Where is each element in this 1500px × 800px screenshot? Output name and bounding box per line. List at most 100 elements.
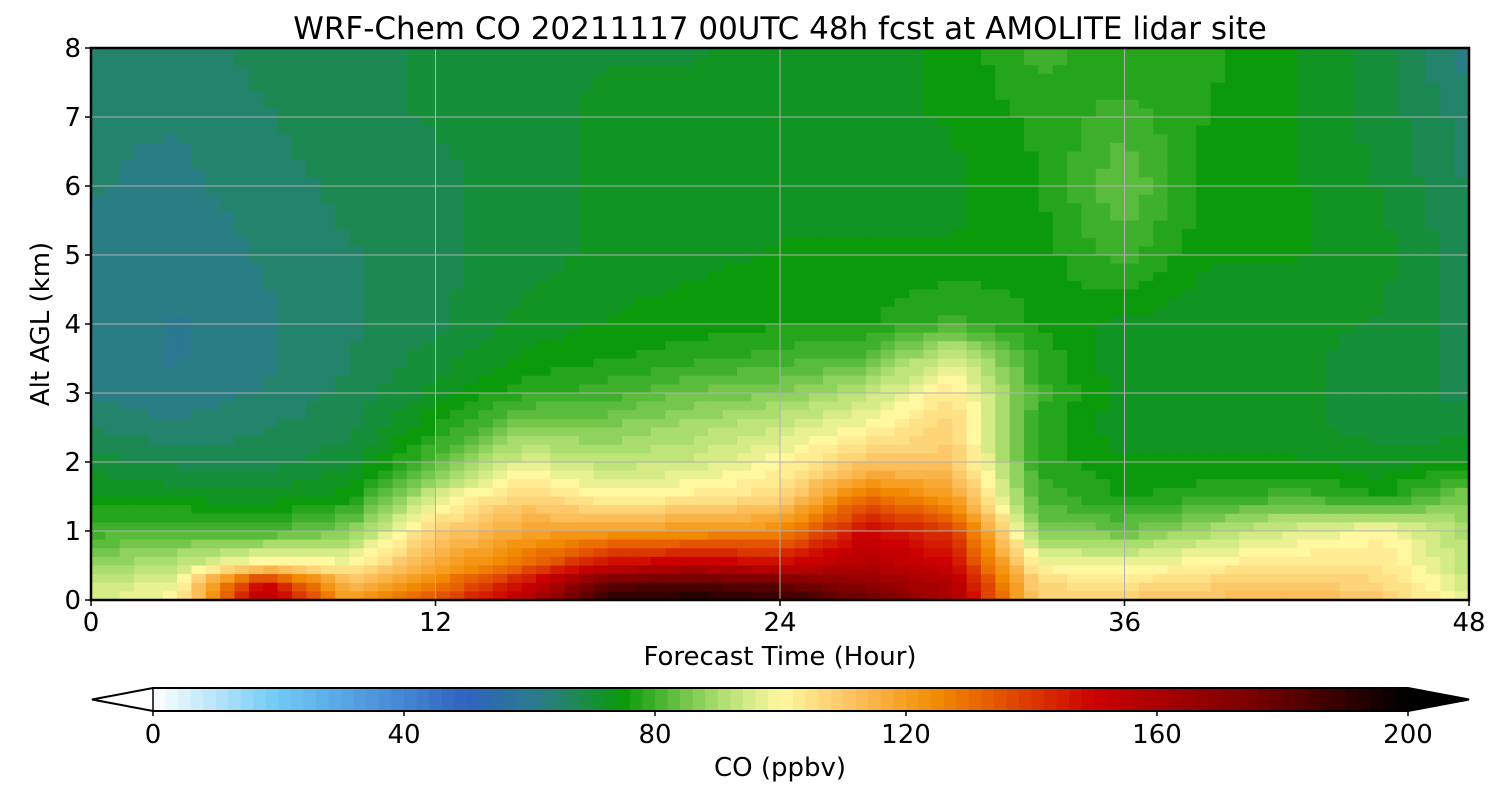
- heatmap-cell: [1024, 186, 1039, 196]
- heatmap-cell: [478, 125, 494, 135]
- heatmap-cell: [320, 341, 336, 351]
- heatmap-cell: [421, 194, 437, 204]
- heatmap-cell: [119, 125, 135, 135]
- heatmap-cell: [966, 324, 982, 334]
- heatmap-cell: [148, 48, 164, 58]
- heatmap-cell: [1311, 73, 1327, 84]
- heatmap-cell: [866, 462, 882, 472]
- heatmap-cell: [894, 453, 910, 463]
- heatmap-cell: [823, 280, 839, 291]
- heatmap-cell: [1440, 117, 1456, 127]
- heatmap-cell: [995, 48, 1011, 58]
- heatmap-cell: [665, 263, 681, 273]
- heatmap-cell: [91, 393, 106, 403]
- heatmap-cell: [1081, 177, 1097, 187]
- heatmap-cell: [449, 453, 465, 463]
- heatmap-cell: [335, 73, 350, 84]
- heatmap-cell: [1167, 246, 1183, 256]
- heatmap-cell: [550, 315, 566, 325]
- heatmap-cell: [1167, 332, 1183, 342]
- heatmap-cell: [1368, 186, 1384, 196]
- heatmap-cell: [320, 453, 336, 463]
- heatmap-cell: [1311, 462, 1327, 472]
- heatmap-cell: [937, 117, 953, 127]
- heatmap-cell: [119, 91, 135, 101]
- heatmap-cell: [1411, 280, 1427, 291]
- heatmap-cell: [277, 151, 293, 161]
- heatmap-cell: [1325, 117, 1341, 127]
- heatmap-cell: [378, 315, 394, 325]
- heatmap-cell: [751, 151, 767, 161]
- heatmap-cell: [464, 186, 480, 196]
- heatmap-cell: [622, 280, 638, 291]
- heatmap-cell: [765, 479, 781, 489]
- heatmap-cell: [449, 332, 465, 342]
- heatmap-cell: [1110, 82, 1126, 92]
- heatmap-cell: [823, 479, 839, 489]
- heatmap-cell: [722, 280, 738, 291]
- heatmap-cell: [894, 134, 910, 144]
- heatmap-cell: [1397, 108, 1413, 118]
- heatmap-cell: [636, 168, 652, 178]
- heatmap-cell: [406, 108, 422, 118]
- heatmap-cell: [105, 401, 121, 411]
- heatmap-cell: [492, 410, 508, 420]
- heatmap-cell: [952, 73, 968, 84]
- heatmap-cell: [837, 393, 853, 403]
- heatmap-cell: [220, 367, 236, 377]
- heatmap-cell: [1196, 324, 1212, 334]
- heatmap-cell: [636, 48, 652, 58]
- heatmap-cell: [191, 142, 207, 153]
- heatmap-cell: [349, 401, 365, 411]
- heatmap-cell: [564, 470, 580, 480]
- heatmap-cell: [1425, 367, 1441, 377]
- heatmap-cell: [909, 186, 925, 196]
- heatmap-cell: [1110, 375, 1126, 385]
- heatmap-cell: [1210, 160, 1226, 170]
- heatmap-cell: [378, 151, 394, 161]
- heatmap-cell: [105, 444, 121, 454]
- heatmap-cell: [478, 315, 494, 325]
- heatmap-cell: [1052, 298, 1068, 308]
- heatmap-cell: [650, 332, 666, 342]
- heatmap-cell: [607, 306, 623, 316]
- heatmap-cell: [1268, 99, 1283, 109]
- heatmap-cell: [736, 418, 752, 429]
- heatmap-cell: [1253, 384, 1269, 394]
- heatmap-cell: [722, 65, 738, 75]
- heatmap-cell: [91, 108, 106, 118]
- heatmap-cell: [952, 125, 968, 135]
- heatmap-cell: [823, 358, 839, 368]
- heatmap-cell: [1411, 410, 1427, 420]
- heatmap-cell: [449, 375, 465, 385]
- heatmap-cell: [837, 211, 853, 222]
- heatmap-cell: [263, 453, 279, 463]
- heatmap-cell: [507, 280, 523, 291]
- heatmap-cell: [894, 444, 910, 454]
- heatmap-cell: [248, 229, 264, 239]
- heatmap-cell: [1110, 134, 1126, 144]
- heatmap-cell: [679, 117, 695, 127]
- heatmap-cell: [1138, 418, 1154, 429]
- heatmap-cell: [1339, 280, 1355, 291]
- heatmap-cell: [837, 203, 853, 213]
- heatmap-cell: [880, 367, 896, 377]
- heatmap-cell: [880, 306, 896, 316]
- heatmap-cell: [1124, 73, 1140, 84]
- heatmap-cell: [449, 289, 465, 299]
- heatmap-cell: [478, 470, 494, 480]
- heatmap-cell: [736, 289, 752, 299]
- heatmap-cell: [1454, 108, 1470, 118]
- heatmap-cell: [851, 151, 867, 161]
- heatmap-cell: [1311, 453, 1327, 463]
- heatmap-cell: [464, 487, 480, 498]
- heatmap-cell: [162, 462, 178, 472]
- heatmap-cell: [693, 237, 709, 247]
- heatmap-cell: [607, 332, 623, 342]
- heatmap-cell: [205, 177, 221, 187]
- heatmap-cell: [636, 315, 652, 325]
- heatmap-cell: [894, 220, 910, 230]
- heatmap-cell: [119, 151, 135, 161]
- heatmap-cell: [1110, 418, 1126, 429]
- heatmap-cell: [478, 160, 494, 170]
